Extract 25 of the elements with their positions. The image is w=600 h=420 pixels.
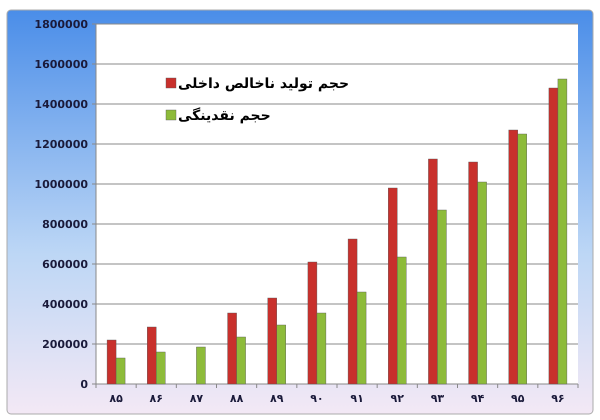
y-tick-label: 1800000 bbox=[34, 18, 88, 31]
y-tick-label: 200000 bbox=[42, 338, 88, 351]
legend-label: حجم نقدینگی bbox=[178, 107, 271, 124]
x-tick-label: ۸۹ bbox=[270, 392, 284, 405]
y-tick-label: 400000 bbox=[42, 298, 88, 311]
y-tick-label: 600000 bbox=[42, 258, 88, 271]
x-tick-label: ۸۵ bbox=[109, 392, 124, 405]
x-tick-label: ۹۵ bbox=[511, 392, 525, 405]
bar bbox=[196, 346, 206, 384]
x-tick-label: ۹۲ bbox=[390, 392, 404, 405]
y-tick-label: 1000000 bbox=[34, 178, 88, 191]
x-tick-label: ۹۶ bbox=[551, 392, 565, 405]
y-tick-label: 0 bbox=[80, 378, 88, 391]
x-tick-label: ۹۳ bbox=[430, 392, 444, 405]
y-tick-label: 1600000 bbox=[34, 58, 88, 71]
y-tick-label: 1400000 bbox=[34, 98, 88, 111]
x-tick-label: ۸۶ bbox=[150, 392, 163, 405]
y-tick-label: 800000 bbox=[42, 218, 88, 231]
x-tick-label: ۹۴ bbox=[470, 392, 485, 405]
legend-label: حجم تولید ناخالص داخلی bbox=[178, 76, 350, 92]
x-tick-label: ۸۷ bbox=[190, 392, 204, 405]
y-tick-label: 1200000 bbox=[34, 138, 88, 151]
x-tick-label: ۹۱ bbox=[350, 392, 364, 405]
x-tick-label: ۹۰ bbox=[310, 392, 324, 405]
x-tick-label: ۸۸ bbox=[230, 392, 244, 405]
